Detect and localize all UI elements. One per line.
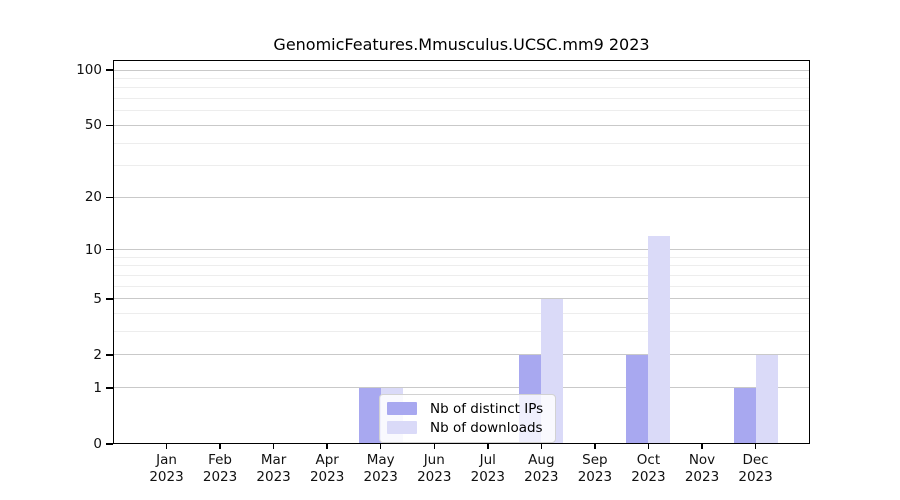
y-tick-mark-1 [106, 387, 113, 389]
y-tick-label-100: 100 [76, 62, 102, 78]
x-tick-month-jan: Jan [156, 452, 177, 468]
x-tick-mark-sep [594, 444, 596, 449]
y-tick-mark-50 [106, 124, 113, 127]
x-tick-month-jun: Jun [423, 452, 445, 468]
minor-gridline-60 [113, 110, 810, 112]
x-tick-month-feb: Feb [208, 452, 232, 468]
bar-distinct-ips-oct [626, 354, 649, 444]
x-tick-month-sep: Sep [582, 452, 608, 468]
x-tick-mark-oct [647, 444, 650, 449]
y-tick-mark-20 [106, 196, 113, 199]
x-tick-year-sep: 2023 [577, 469, 613, 485]
x-tick-year-jun: 2023 [417, 469, 452, 485]
x-tick-year-jul: 2023 [470, 469, 505, 485]
x-tick-label-oct: Oct 2023 [616, 452, 680, 486]
major-gridline-1 [113, 387, 810, 389]
major-gridline-5 [113, 298, 810, 300]
y-tick-mark-100 [106, 69, 113, 71]
x-tick-mark-jan [165, 444, 168, 449]
x-tick-month-dec: Dec [742, 452, 769, 468]
x-tick-year-mar: 2023 [256, 469, 291, 485]
y-tick-label-5: 5 [93, 290, 102, 307]
x-tick-label-may: May 2023 [349, 452, 413, 486]
x-tick-month-nov: Nov [688, 452, 716, 468]
bar-distinct-ips-may [358, 387, 381, 444]
y-tick-mark-2 [106, 354, 113, 356]
legend-swatch-distinct-ips [387, 402, 417, 415]
legend-label-distinct-ips: Nb of distinct IPs [430, 400, 544, 417]
x-tick-month-mar: Mar [260, 452, 287, 468]
x-tick-month-apr: Apr [315, 452, 339, 468]
legend-swatch-downloads [387, 421, 417, 434]
x-tick-year-feb: 2023 [202, 469, 238, 485]
x-tick-mark-feb [219, 444, 221, 449]
x-tick-year-may: 2023 [363, 469, 398, 485]
x-tick-month-may: May [366, 452, 395, 468]
minor-gridline-6 [113, 285, 810, 287]
y-tick-label-2: 2 [93, 346, 102, 363]
plot-area [113, 60, 810, 444]
x-tick-label-jun: Jun 2023 [402, 452, 466, 486]
x-tick-month-jul: Jul [479, 452, 496, 468]
major-gridline-20 [113, 196, 810, 198]
y-tick-label-20: 20 [84, 189, 102, 206]
major-gridline-50 [113, 124, 810, 126]
x-tick-mark-aug [540, 444, 543, 449]
x-tick-label-apr: Apr 2023 [295, 452, 359, 486]
major-gridline-100 [113, 69, 810, 71]
minor-gridline-8 [113, 265, 810, 267]
x-tick-mark-mar [272, 444, 275, 449]
y-tick-mark-10 [106, 248, 113, 251]
y-tick-mark-0 [106, 443, 113, 445]
y-tick-label-50: 50 [84, 117, 102, 134]
x-tick-mark-nov [701, 444, 703, 449]
x-tick-label-mar: Mar 2023 [242, 452, 306, 486]
y-tick-label-10: 10 [84, 241, 102, 258]
minor-gridline-70 [113, 98, 810, 100]
legend-entry-distinct-ips: Nb of distinct IPs [387, 399, 543, 418]
x-tick-year-aug: 2023 [524, 469, 559, 485]
legend: Nb of distinct IPs Nb of downloads [379, 394, 557, 443]
major-gridline-10 [113, 249, 810, 251]
x-tick-month-oct: Oct [636, 452, 661, 468]
minor-gridline-30 [113, 165, 810, 167]
y-tick-mark-5 [106, 298, 113, 300]
x-tick-label-jul: Jul 2023 [456, 452, 520, 486]
chart-title: GenomicFeatures.Mmusculus.UCSC.mm9 2023 [273, 35, 650, 54]
x-tick-year-jan: 2023 [149, 469, 184, 485]
minor-gridline-40 [113, 142, 810, 144]
bar-downloads-oct [648, 236, 671, 444]
major-gridline-2 [113, 354, 810, 356]
bar-downloads-dec [755, 354, 778, 444]
minor-gridline-3 [113, 331, 810, 333]
x-tick-year-apr: 2023 [309, 469, 345, 485]
x-tick-mark-jul [487, 444, 489, 449]
x-tick-year-nov: 2023 [684, 469, 720, 485]
legend-label-downloads: Nb of downloads [430, 419, 543, 436]
legend-entry-downloads: Nb of downloads [387, 418, 543, 437]
y-tick-label-0: 0 [93, 436, 102, 452]
x-tick-label-dec: Dec 2023 [724, 452, 788, 486]
minor-gridline-7 [113, 274, 810, 276]
x-tick-year-dec: 2023 [738, 469, 773, 485]
x-tick-mark-apr [326, 444, 328, 449]
x-tick-label-aug: Aug 2023 [509, 452, 573, 486]
minor-gridline-4 [113, 313, 810, 315]
x-tick-label-jan: Jan 2023 [135, 452, 199, 486]
x-tick-label-feb: Feb 2023 [188, 452, 252, 486]
y-tick-label-1: 1 [93, 379, 102, 396]
minor-gridline-9 [113, 256, 810, 258]
x-tick-label-sep: Sep 2023 [563, 452, 627, 486]
minor-gridline-90 [113, 77, 810, 79]
x-tick-mark-dec [754, 444, 757, 449]
x-tick-label-nov: Nov 2023 [670, 452, 734, 486]
x-tick-mark-may [379, 444, 382, 449]
minor-gridline-80 [113, 87, 810, 89]
bar-distinct-ips-dec [733, 387, 756, 444]
x-tick-mark-jun [433, 444, 435, 449]
x-tick-month-aug: Aug [528, 452, 555, 468]
x-tick-year-oct: 2023 [631, 469, 666, 485]
